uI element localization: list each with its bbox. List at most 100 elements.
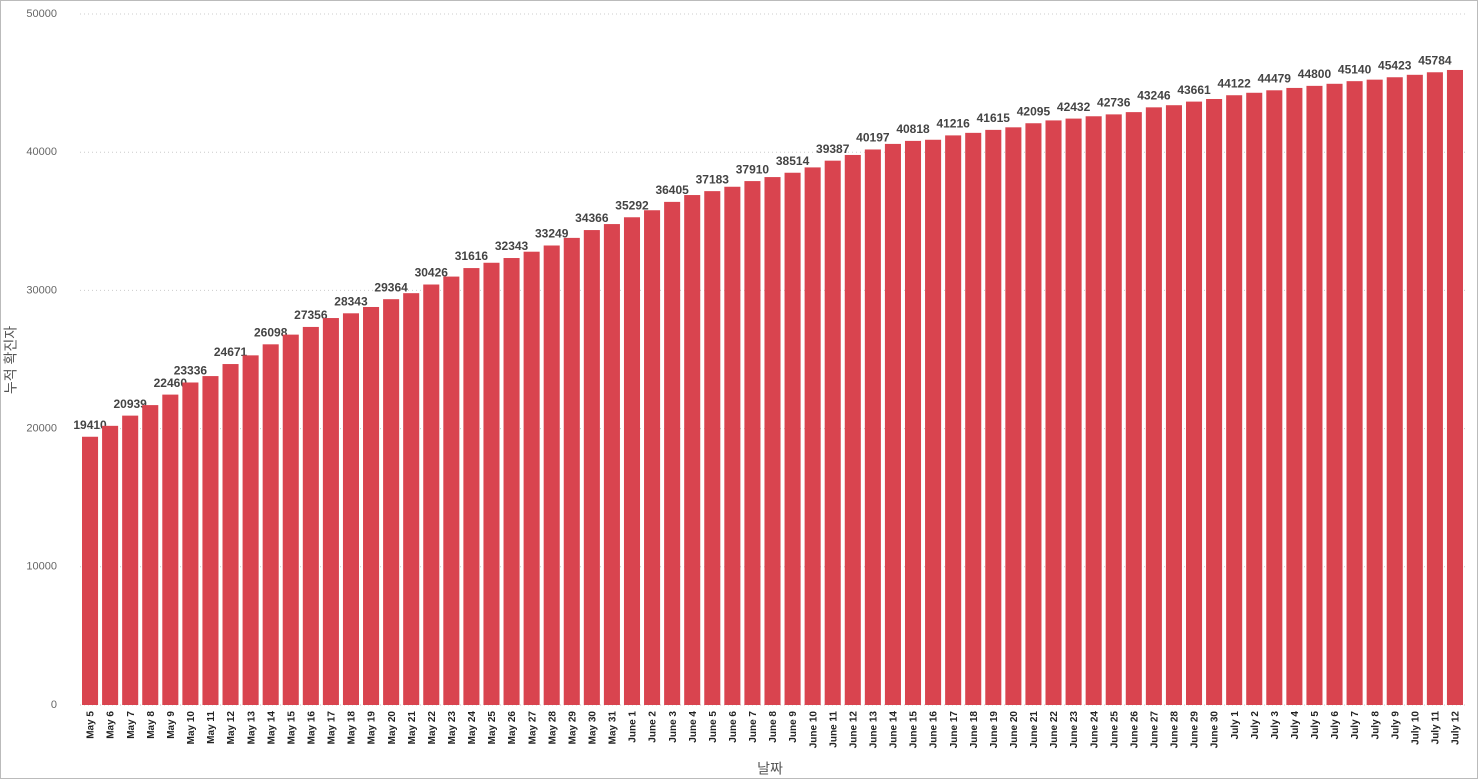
data-label: 45784 (1418, 53, 1452, 67)
x-tick-label: July 10 (1410, 711, 1421, 745)
bar (1406, 74, 1423, 706)
x-tick-label: May 7 (126, 711, 137, 739)
x-tick-label: June 5 (708, 711, 719, 743)
bar (463, 268, 480, 705)
bar (1105, 114, 1122, 705)
bar (1165, 105, 1182, 706)
bar (603, 224, 620, 705)
x-tick-label: May 23 (447, 711, 458, 745)
bar (122, 415, 139, 705)
x-tick-label: May 29 (567, 711, 578, 745)
x-tick-label: June 6 (728, 711, 739, 743)
x-tick-label: June 21 (1029, 711, 1040, 749)
x-tick-label: May 27 (527, 711, 538, 745)
data-label: 43246 (1137, 89, 1171, 103)
x-tick-label: July 1 (1230, 711, 1241, 740)
bar (322, 318, 339, 705)
x-tick-label: July 8 (1370, 711, 1381, 740)
bar (262, 344, 279, 705)
bar (483, 262, 500, 705)
x-tick-label: July 5 (1310, 711, 1321, 740)
bar (1246, 92, 1263, 706)
data-label: 22460 (154, 376, 188, 390)
x-tick-label: June 3 (668, 711, 679, 743)
bar (1206, 98, 1223, 706)
bar (904, 140, 922, 705)
bar (664, 201, 681, 705)
x-tick-label: May 14 (266, 711, 277, 745)
bar (503, 258, 520, 705)
bar (724, 186, 741, 705)
data-label: 32343 (495, 239, 529, 253)
data-label: 41216 (936, 117, 970, 131)
x-tick-label: May 21 (407, 711, 418, 745)
bar (884, 143, 901, 705)
x-tick-label: June 12 (848, 711, 859, 749)
y-tick-label: 30000 (26, 284, 57, 296)
data-label: 39387 (816, 142, 850, 156)
bar (282, 334, 299, 705)
x-tick-label: June 10 (808, 711, 819, 749)
x-tick-label: May 11 (206, 711, 217, 744)
x-tick-label: June 27 (1150, 711, 1161, 749)
data-label: 35292 (615, 198, 649, 212)
bar (684, 195, 701, 706)
x-tick-label: May 10 (186, 711, 197, 745)
bar (563, 237, 580, 705)
x-tick-label: July 2 (1250, 711, 1261, 740)
data-label: 20939 (113, 397, 147, 411)
y-tick-label: 20000 (26, 423, 57, 435)
bar (804, 167, 821, 706)
bar (523, 251, 540, 706)
x-tick-label: July 4 (1290, 711, 1301, 740)
bar (1326, 83, 1343, 705)
bar (302, 326, 319, 705)
x-tick-label: June 20 (1009, 711, 1020, 749)
bar (945, 135, 962, 705)
x-tick-label: June 8 (768, 711, 779, 743)
bar (182, 382, 199, 705)
data-label: 43661 (1177, 83, 1211, 97)
x-tick-label: June 26 (1129, 711, 1140, 749)
data-label: 40818 (896, 122, 930, 136)
x-tick-label: June 11 (828, 711, 839, 748)
bar (644, 210, 661, 705)
x-tick-label: July 12 (1451, 711, 1462, 745)
bar (1005, 127, 1022, 706)
x-tick-label: May 12 (226, 711, 237, 745)
data-label: 33249 (535, 227, 569, 241)
data-label: 19410 (73, 418, 107, 432)
y-tick-label: 0 (51, 699, 57, 711)
bar (1145, 107, 1162, 706)
x-tick-label: May 20 (387, 711, 398, 745)
bar (403, 293, 420, 705)
x-tick-label: May 9 (166, 711, 177, 739)
bar (824, 160, 841, 706)
data-label: 40197 (856, 131, 890, 145)
bar (965, 132, 982, 706)
x-tick-label: May 31 (608, 711, 619, 745)
bar (1386, 77, 1403, 705)
data-label: 38514 (776, 154, 810, 168)
data-label: 24671 (214, 345, 248, 359)
bar (1045, 120, 1062, 705)
x-tick-label: June 2 (648, 711, 659, 743)
x-axis-label: 날짜 (757, 761, 783, 777)
data-label: 26098 (254, 325, 288, 339)
x-tick-label: May 17 (327, 711, 338, 745)
data-label: 42095 (1017, 104, 1051, 118)
x-tick-label: July 3 (1270, 711, 1281, 740)
x-tick-label: June 15 (909, 711, 920, 749)
bar (583, 230, 600, 705)
bar (222, 364, 239, 705)
data-label: 41615 (977, 111, 1011, 125)
x-tick-label: May 18 (347, 711, 358, 745)
x-tick-label: June 14 (889, 711, 900, 749)
bar (844, 154, 861, 706)
bar (1426, 72, 1443, 705)
bar (1065, 118, 1082, 705)
data-label: 45140 (1338, 62, 1372, 76)
x-tick-label: July 11 (1431, 711, 1442, 745)
bar (1085, 116, 1102, 705)
